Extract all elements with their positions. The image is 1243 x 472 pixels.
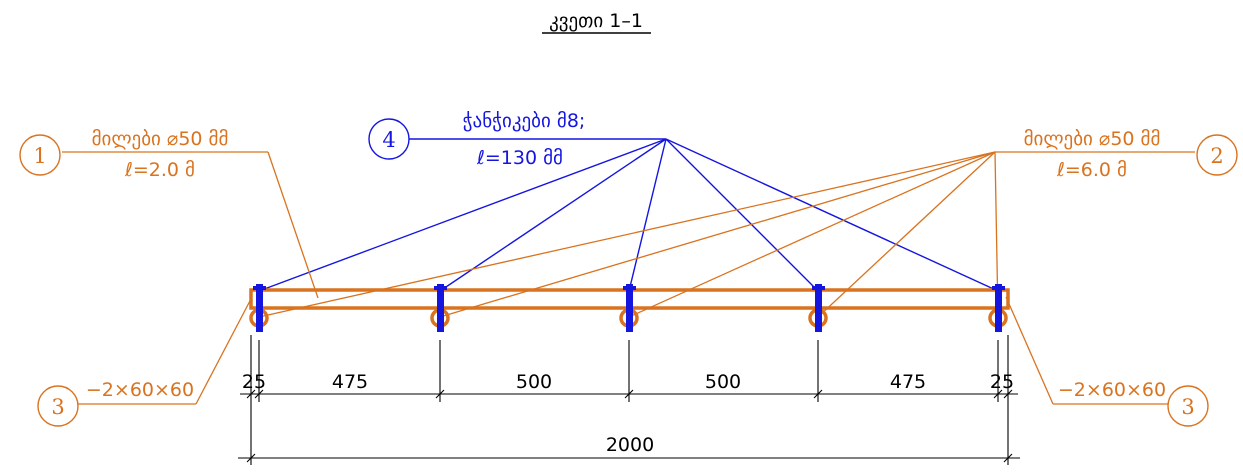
dim-500-left: 500 bbox=[516, 371, 552, 393]
dim-25-right: 25 bbox=[990, 371, 1014, 393]
callout-2-number: 2 bbox=[1210, 144, 1223, 168]
dim-475-right: 475 bbox=[890, 371, 926, 393]
callout-4-line1: ჭანჭიკები მ8; bbox=[463, 110, 586, 132]
callout-3-right-circle bbox=[1167, 385, 1209, 427]
callout-1-line2: ℓ=2.0 მ bbox=[124, 159, 195, 181]
callout-3-left: 3 −2×60×60 bbox=[37, 379, 194, 427]
callout-3-right-text: −2×60×60 bbox=[1058, 379, 1166, 401]
callout-2-line1: მილები ⌀50 მმ bbox=[1024, 128, 1161, 150]
bolt-2 bbox=[437, 284, 444, 332]
callout-3-right: 3 −2×60×60 bbox=[1058, 379, 1209, 427]
bolt-leader-lines bbox=[258, 138, 999, 292]
dim-475-left: 475 bbox=[332, 371, 368, 393]
callout-3-left-circle bbox=[37, 385, 79, 427]
dimension-lines bbox=[238, 335, 1020, 465]
bolt-5 bbox=[995, 284, 1002, 332]
section-title: კვეთი 1–1 bbox=[549, 10, 643, 32]
pipe-assembly bbox=[249, 284, 1010, 332]
callout-1-number: 1 bbox=[33, 144, 46, 168]
callout-4-line2: ℓ=130 მმ bbox=[476, 147, 563, 169]
bolts bbox=[253, 284, 1005, 332]
callout-3-left-number: 3 bbox=[51, 395, 64, 419]
dim-25-left: 25 bbox=[242, 371, 266, 393]
callout-1-line1: მილები ⌀50 მმ bbox=[92, 128, 229, 150]
callout-4: 4 ჭანჭიკები მ8; ℓ=130 მმ bbox=[368, 110, 586, 169]
callout-2-line2: ℓ=6.0 მ bbox=[1056, 159, 1127, 181]
callout-3-left-text: −2×60×60 bbox=[86, 379, 194, 401]
dim-total: 2000 bbox=[606, 434, 654, 456]
callout-4-number: 4 bbox=[382, 128, 395, 152]
dim-500-right: 500 bbox=[705, 371, 741, 393]
callout-1-circle bbox=[19, 134, 61, 176]
callout-2-circle bbox=[1196, 134, 1238, 176]
callout-3-right-number: 3 bbox=[1181, 395, 1194, 419]
bolt-3 bbox=[626, 284, 633, 332]
bolt-4 bbox=[815, 284, 822, 332]
bolt-1 bbox=[256, 284, 263, 332]
callout-4-circle bbox=[368, 118, 410, 160]
callout-1: 1 მილები ⌀50 მმ ℓ=2.0 მ bbox=[19, 128, 229, 181]
callout-2: 2 მილები ⌀50 მმ ℓ=6.0 მ bbox=[1024, 128, 1238, 181]
